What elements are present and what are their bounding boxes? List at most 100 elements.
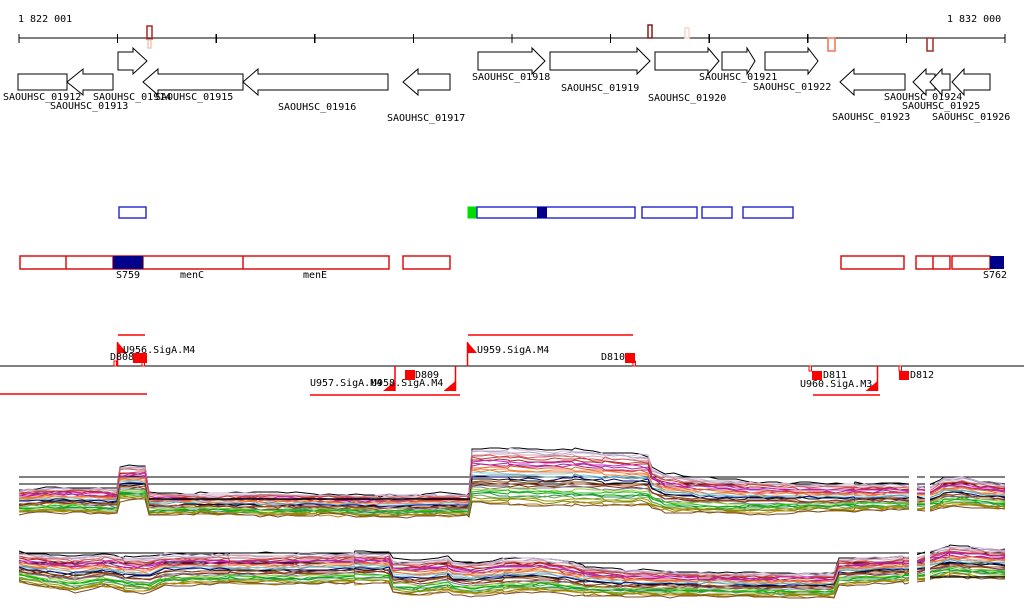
- tss-label-U956.SigA.M4: U956.SigA.M4: [123, 345, 195, 356]
- tss-label-D809: D809: [415, 370, 439, 381]
- gene-label-SAOUHSC_01915: SAOUHSC_01915: [155, 92, 233, 103]
- red-transcript-box[interactable]: [19, 255, 390, 270]
- axis-break-gap: [925, 542, 930, 602]
- expression-trace: [19, 478, 1006, 509]
- blue-operon-box[interactable]: [641, 206, 698, 219]
- gene-arrow-SAOUHSC_01912[interactable]: [17, 73, 68, 91]
- gene-label-SAOUHSC_01920: SAOUHSC_01920: [648, 93, 726, 104]
- gene-label-SAOUHSC_01922: SAOUHSC_01922: [753, 82, 831, 93]
- gene-label-SAOUHSC_01917: SAOUHSC_01917: [387, 113, 465, 124]
- gene-arrow-SAOUHSC_01916[interactable]: [242, 67, 389, 97]
- gene-track: SAOUHSC_01912SAOUHSC_01913SAOUHSC_01914S…: [3, 46, 1010, 124]
- ruler-end-coordinate: 1 832 000: [947, 14, 1002, 25]
- tss-label-U958.SigA.M4: U958.SigA.M4: [371, 378, 443, 389]
- tss-label-U957.SigA.M4: U957.SigA.M4: [310, 378, 382, 389]
- expression-trace: [19, 489, 1005, 515]
- gene-label-SAOUHSC_01916: SAOUHSC_01916: [278, 102, 356, 113]
- blue-operon-box[interactable]: [118, 206, 147, 219]
- navy-segment[interactable]: [113, 256, 143, 269]
- tss-label-D812: D812: [910, 370, 934, 381]
- expression-trace: [18, 468, 1005, 505]
- ruler-feature-mark[interactable]: [147, 39, 152, 49]
- expression-trace: [18, 487, 1006, 514]
- ruler-start-coordinate: 1 822 001: [18, 14, 73, 25]
- transcript-label-S759: S759: [116, 270, 140, 281]
- expression-trace: [18, 574, 1006, 599]
- gene-arrow-SAOUHSC_01918[interactable]: [477, 46, 546, 76]
- tss-position-tick: [113, 360, 117, 367]
- expression-trace: [18, 558, 1005, 586]
- ruler-feature-mark[interactable]: [647, 24, 653, 39]
- ruler-feature-mark[interactable]: [684, 27, 690, 39]
- expression-trace: [19, 469, 1006, 507]
- tss-position-tick: [632, 360, 636, 367]
- gene-arrow-SAOUHSC_01921[interactable]: [721, 46, 756, 76]
- gene-arrow-SAOUHSC_01926[interactable]: [951, 67, 991, 97]
- gene-arrow-SAOUHSC_01913[interactable]: [66, 67, 114, 97]
- navy-segment[interactable]: [537, 207, 547, 218]
- ruler-track: [18, 24, 1006, 52]
- gene-arrow-SAOUHSC_01914[interactable]: [117, 46, 148, 76]
- tss-label-D810: D810: [601, 352, 625, 363]
- blue-operon-box[interactable]: [701, 206, 733, 219]
- tss-label-D808: D808: [110, 352, 134, 363]
- tss-d-box[interactable]: [405, 370, 415, 380]
- axis-break-gap: [909, 440, 917, 525]
- ruler-feature-mark[interactable]: [926, 37, 934, 52]
- green-segment[interactable]: [467, 206, 478, 219]
- expression-trace: [18, 570, 1006, 596]
- axis-break-gap: [925, 440, 930, 525]
- gene-arrow-SAOUHSC_01924[interactable]: [912, 67, 936, 97]
- gene-label-SAOUHSC_01925: SAOUHSC_01925: [902, 101, 980, 112]
- expression-profile-upper: [18, 440, 1006, 525]
- tss-position-tick: [808, 365, 812, 372]
- tss-flag-down-icon[interactable]: [865, 381, 878, 391]
- expression-trace: [18, 452, 1006, 499]
- expression-trace: [18, 547, 1006, 576]
- tss-flag-down-icon[interactable]: [443, 381, 456, 391]
- red-transcript-box[interactable]: [402, 255, 451, 270]
- tss-d-box[interactable]: [812, 371, 822, 380]
- gene-label-SAOUHSC_01921: SAOUHSC_01921: [699, 72, 777, 83]
- gene-arrow-SAOUHSC_01920[interactable]: [654, 46, 720, 76]
- expression-trace: [18, 544, 1006, 575]
- tss-flag-up-icon[interactable]: [467, 342, 478, 353]
- gene-arrow-SAOUHSC_01923[interactable]: [839, 67, 906, 97]
- tss-position-tick: [141, 360, 145, 367]
- red-transcript-box[interactable]: [951, 255, 991, 270]
- tss-d-box[interactable]: [625, 353, 635, 363]
- expression-trace: [18, 556, 1006, 583]
- expression-profile-lower: [18, 542, 1006, 602]
- tss-position-tick: [898, 365, 902, 372]
- expression-trace: [18, 484, 1006, 512]
- gene-arrow-SAOUHSC_01925[interactable]: [929, 67, 951, 97]
- ruler-feature-mark[interactable]: [827, 37, 836, 52]
- tss-flag-up-icon[interactable]: [117, 342, 128, 353]
- navy-segment[interactable]: [990, 256, 1004, 269]
- transcript-label-menE: menE: [303, 270, 327, 281]
- red-transcript-box[interactable]: [840, 255, 905, 270]
- gene-label-SAOUHSC_01914: SAOUHSC_01914: [93, 92, 171, 103]
- tss-d-box[interactable]: [899, 371, 909, 380]
- blue-operon-box[interactable]: [476, 206, 636, 219]
- blue-operon-box[interactable]: [742, 206, 794, 219]
- tss-flag-down-icon[interactable]: [383, 381, 395, 391]
- red-transcript-track: S759 menC menE S762: [19, 255, 1007, 281]
- tss-label-U960.SigA.M3: U960.SigA.M3: [800, 379, 872, 390]
- axis-break-gap: [909, 542, 917, 602]
- ruler-feature-mark[interactable]: [146, 25, 153, 40]
- tss-label-U959.SigA.M4: U959.SigA.M4: [477, 345, 549, 356]
- gene-arrow-SAOUHSC_01919[interactable]: [549, 46, 651, 76]
- gene-label-SAOUHSC_01919: SAOUHSC_01919: [561, 83, 639, 94]
- gene-arrow-SAOUHSC_01915[interactable]: [142, 67, 244, 97]
- gene-arrow-SAOUHSC_01922[interactable]: [764, 46, 819, 76]
- transcript-label-S762: S762: [983, 270, 1007, 281]
- expression-trace: [18, 574, 1005, 599]
- gene-arrow-SAOUHSC_01917[interactable]: [402, 67, 451, 97]
- expression-trace: [18, 456, 1006, 501]
- tss-d-box[interactable]: [133, 353, 147, 363]
- gene-label-SAOUHSC_01926: SAOUHSC_01926: [932, 112, 1010, 123]
